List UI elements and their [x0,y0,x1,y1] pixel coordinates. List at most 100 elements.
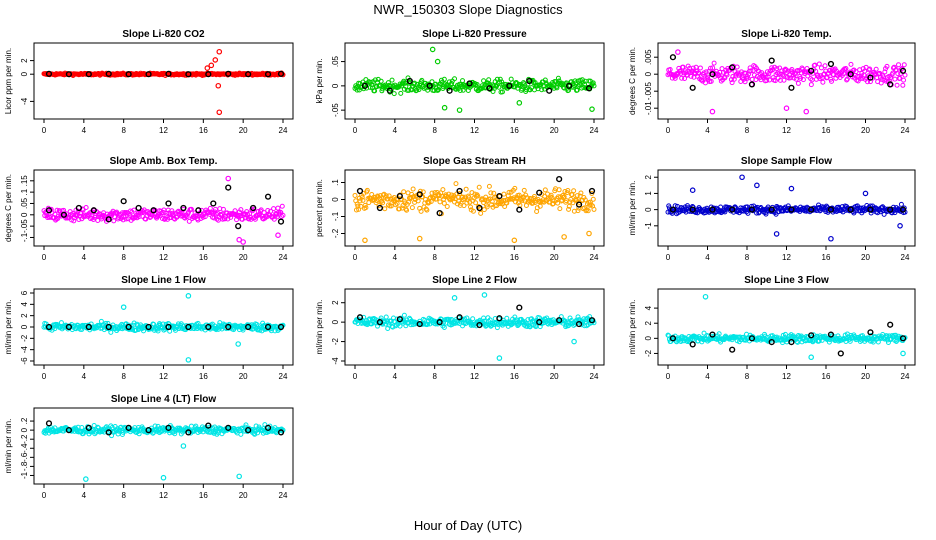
x-tick-label: 8 [432,126,437,135]
x-tick-label: 8 [745,126,750,135]
outlier-point [496,355,503,361]
slope-point [279,428,285,434]
slope-point [741,76,747,82]
hourly-mean-point [85,323,92,331]
slope-point [131,207,137,213]
slope-point [789,67,795,73]
outlier-point [516,100,523,106]
x-tick-label: 0 [666,372,671,381]
data-points [352,292,597,361]
hourly-mean-point [195,207,202,214]
slope-point [853,69,859,75]
slope-point [220,206,226,212]
slope-point [441,76,447,82]
plot-frame [657,42,916,120]
x-tick-label: 24 [901,253,910,262]
hourly-mean-point [396,316,403,323]
slope-point [461,203,467,209]
outlier-point [739,174,745,181]
slope-point [440,187,446,193]
x-tick-label: 16 [822,372,831,381]
data-points [665,174,908,242]
panel-title: Slope Li-820 Temp. [741,29,832,40]
hourly-mean-point [45,70,53,77]
slope-point [829,67,835,73]
x-tick-label: 20 [239,372,248,381]
slope-point [491,83,497,89]
x-tick-label: 8 [432,372,437,381]
data-points [352,46,597,113]
panel-title: Slope Line 2 Flow [432,275,517,286]
slope-point [238,207,244,213]
x-tick-label: 20 [550,253,559,262]
figure-title: NWR_150303 Slope Diagnostics [373,2,563,17]
slope-point [678,70,684,76]
slope-point [585,208,591,214]
x-tick-label: 4 [393,126,398,135]
x-tick-label: 24 [901,372,910,381]
y-tick-label: -1 [20,471,29,479]
hourly-mean-point [145,427,152,434]
slope-point [483,85,489,91]
slope-point [202,214,208,220]
slope-point [362,202,368,208]
slope-point [575,208,581,214]
hourly-mean-point [125,424,132,431]
x-tick-label: 4 [82,491,87,500]
x-tick-label: 24 [901,126,910,135]
y-tick-label: 0 [644,71,653,76]
slope-point [238,431,244,437]
slope-point [446,191,452,197]
x-tick-label: 16 [199,491,208,500]
slope-point [494,325,500,331]
slope-point [409,205,415,211]
hourly-mean-point [225,70,232,77]
slope-point [724,72,730,78]
hourly-mean-point [165,70,172,77]
slope-point [162,216,168,222]
slope-point [500,197,506,203]
hourly-mean-point [45,207,53,214]
hourly-mean-point [277,218,285,225]
hourly-mean-point [669,335,677,342]
y-tick-label: 4 [20,302,29,307]
slope-point [873,66,879,72]
x-tick-label: 0 [353,253,358,262]
panel-title: Slope Gas Stream RH [423,156,526,167]
slope-point [468,204,474,210]
slope-point [898,201,904,207]
slope-point [548,192,554,198]
x-tick-label: 4 [393,372,398,381]
hourly-mean-point [45,323,53,331]
y-tick-label: -.05 [331,103,340,117]
hourly-mean-point [847,71,854,78]
hourly-mean-point [396,193,403,200]
y-tick-label: .2 [20,417,29,424]
hourly-mean-point [456,187,463,195]
y-tick-label: -2 [644,349,653,357]
outlier-point [702,293,709,300]
hourly-mean-point [45,420,53,427]
slope-point [590,80,596,86]
y-tick-label: -6 [20,357,29,365]
hourly-mean-point [476,321,483,329]
slope-point [781,77,787,83]
slope-point [355,203,361,209]
hourly-mean-point [486,85,493,92]
outlier-point [773,231,780,237]
outlier-point [362,237,368,244]
slope-point [109,425,115,431]
slope-point [458,200,464,206]
slope-point [58,320,64,326]
slope-point [111,218,117,224]
slope-point [360,197,366,203]
slope-point [690,65,696,71]
outlier-point [441,104,448,111]
x-tick-label: 12 [159,126,168,135]
hourly-mean-point [361,82,369,89]
slope-point [539,87,545,93]
slope-point [795,80,801,86]
hourly-mean-point [556,176,563,183]
